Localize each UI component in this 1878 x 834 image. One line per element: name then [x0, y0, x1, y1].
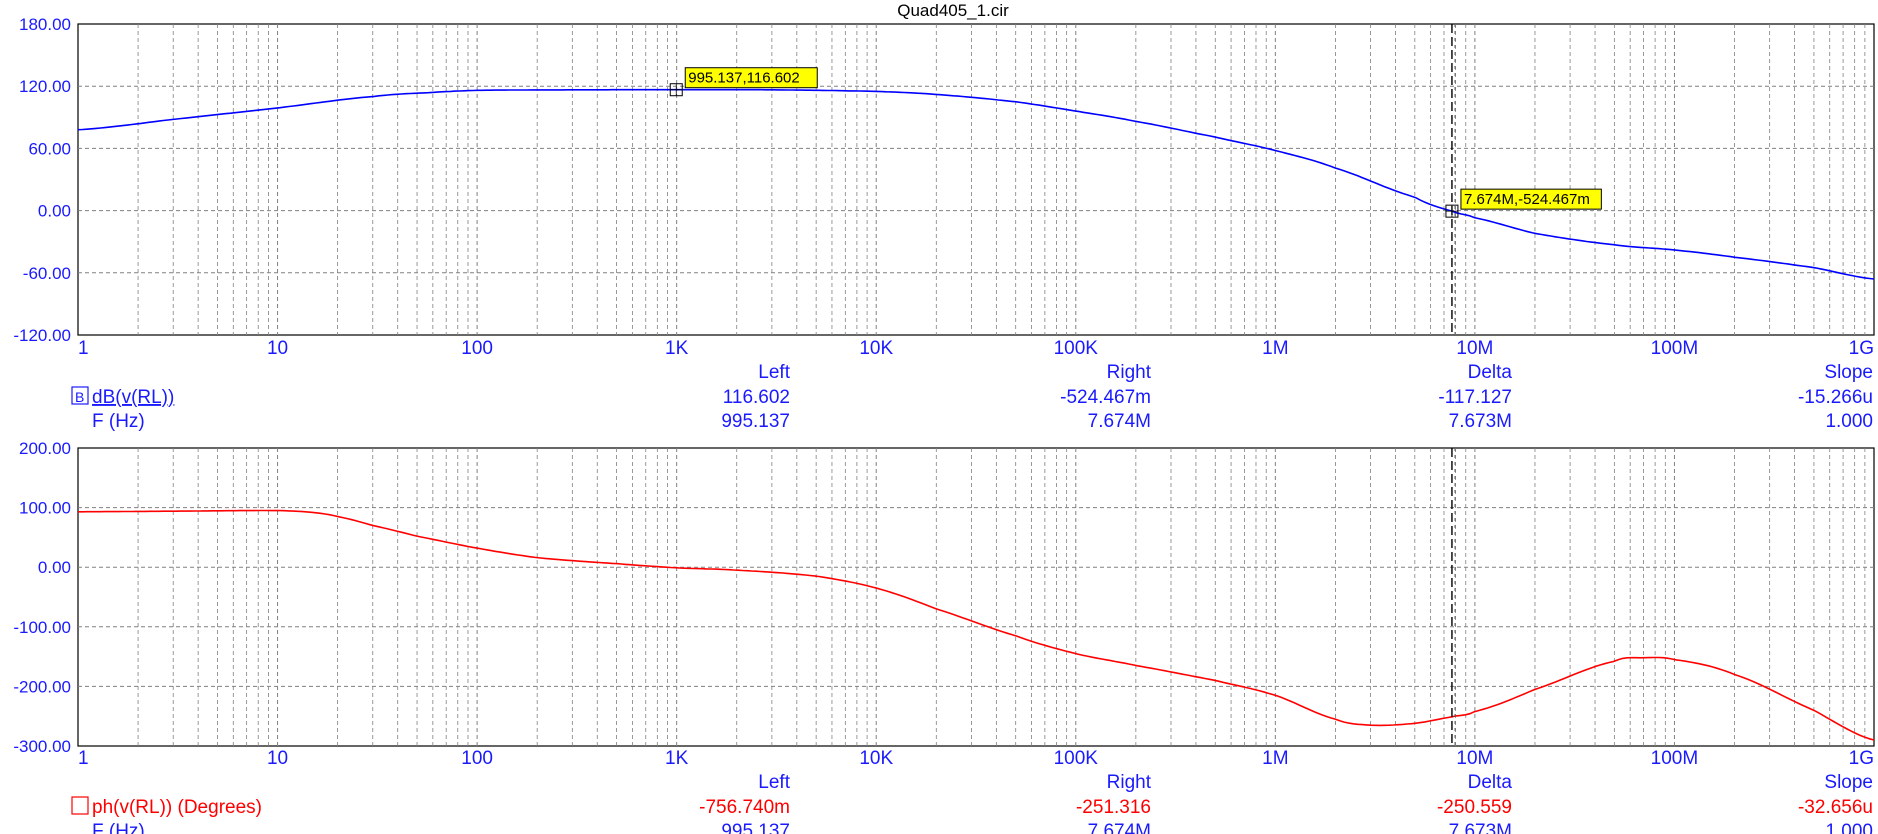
- x-tick-label: 100M: [1651, 338, 1699, 359]
- readout-freq-value: 1.000: [1825, 411, 1873, 432]
- cursor-value-label: 7.674M,-524.467m: [1464, 191, 1590, 208]
- x-tick-label: 100K: [1054, 748, 1099, 769]
- readout-header: Right: [1107, 772, 1152, 793]
- readout-value: -756.740m: [699, 797, 790, 818]
- x-tick-label: 1G: [1849, 748, 1874, 769]
- readout-freq-value: 7.673M: [1449, 821, 1512, 834]
- readout-header: Left: [758, 362, 790, 383]
- x-tick-label: 1G: [1849, 338, 1874, 359]
- y-tick-label: 0.00: [38, 202, 71, 221]
- y-tick-label: -300.00: [13, 737, 71, 756]
- readout-header: Left: [758, 772, 790, 793]
- y-tick-label: 100.00: [19, 499, 71, 518]
- y-tick-label: 200.00: [19, 439, 71, 458]
- x-tick-label: 10K: [859, 338, 893, 359]
- plot-title: Quad405_1.cir: [897, 1, 1009, 20]
- readout-value: -117.127: [1438, 387, 1512, 408]
- readout-freq-value: 7.674M: [1088, 411, 1151, 432]
- readout-freq-label: F (Hz): [92, 821, 145, 834]
- readout-value: -15.266u: [1798, 387, 1873, 408]
- trace-legend-box-red: [71, 796, 89, 815]
- x-tick-label: 100K: [1054, 338, 1099, 359]
- cursor-label-box: [1460, 188, 1602, 210]
- x-tick-label: 1: [78, 338, 89, 359]
- phase-trace: [78, 509, 1875, 741]
- readout-header: Slope: [1824, 362, 1873, 383]
- y-tick-label: 60.00: [28, 139, 71, 158]
- x-tick-label: 10M: [1456, 748, 1493, 769]
- y-tick-label: -60.00: [23, 264, 71, 283]
- readout-freq-value: 7.673M: [1449, 411, 1512, 432]
- readout-value: -251.316: [1076, 797, 1151, 818]
- x-tick-label: 1M: [1262, 338, 1288, 359]
- trace-legend-box-blue: [71, 386, 89, 405]
- readout-freq-value: 1.000: [1825, 821, 1873, 834]
- readout-freq-value: 7.674M: [1088, 821, 1151, 834]
- x-tick-label: 10K: [859, 748, 893, 769]
- cursor-value-label: 995.137,116.602: [688, 70, 800, 87]
- y-tick-label: 120.00: [19, 77, 71, 96]
- readout-freq-value: 995.137: [721, 411, 790, 432]
- readout-row-label: ph(v(RL)) (Degrees): [92, 797, 262, 818]
- readout-value: -250.559: [1437, 797, 1512, 818]
- x-tick-label: 10: [267, 338, 288, 359]
- y-tick-label: -200.00: [13, 677, 71, 696]
- readout-freq-value: 995.137: [721, 821, 790, 834]
- y-tick-label: -120.00: [13, 326, 71, 345]
- x-tick-label: 1K: [665, 338, 689, 359]
- x-tick-label: 10: [267, 748, 288, 769]
- plot-frame: [77, 447, 1875, 747]
- readout-header: Right: [1107, 362, 1152, 383]
- x-tick-label: 1: [78, 748, 89, 769]
- x-tick-label: 100: [461, 748, 493, 769]
- readout-freq-label: F (Hz): [92, 411, 145, 432]
- legend-letter-b: B: [75, 389, 84, 405]
- x-tick-label: 100M: [1651, 748, 1699, 769]
- x-tick-label: 1K: [665, 748, 689, 769]
- y-tick-label: -100.00: [13, 618, 71, 637]
- y-tick-label: 180.00: [19, 15, 71, 34]
- readout-header: Delta: [1468, 772, 1513, 793]
- cursor-label-box: [684, 67, 818, 89]
- readout-header: Delta: [1468, 362, 1513, 383]
- plot-frame: [77, 23, 1875, 336]
- x-tick-label: 1M: [1262, 748, 1288, 769]
- magnitude-trace: [77, 88, 1875, 280]
- readout-value: -32.656u: [1798, 797, 1873, 818]
- readout-row-label: dB(v(RL)): [92, 387, 174, 408]
- x-tick-label: 100: [461, 338, 493, 359]
- readout-header: Slope: [1824, 772, 1873, 793]
- readout-value: -524.467m: [1060, 387, 1151, 408]
- readout-value: 116.602: [723, 387, 790, 408]
- x-tick-label: 10M: [1456, 338, 1493, 359]
- y-tick-label: 0.00: [38, 558, 71, 577]
